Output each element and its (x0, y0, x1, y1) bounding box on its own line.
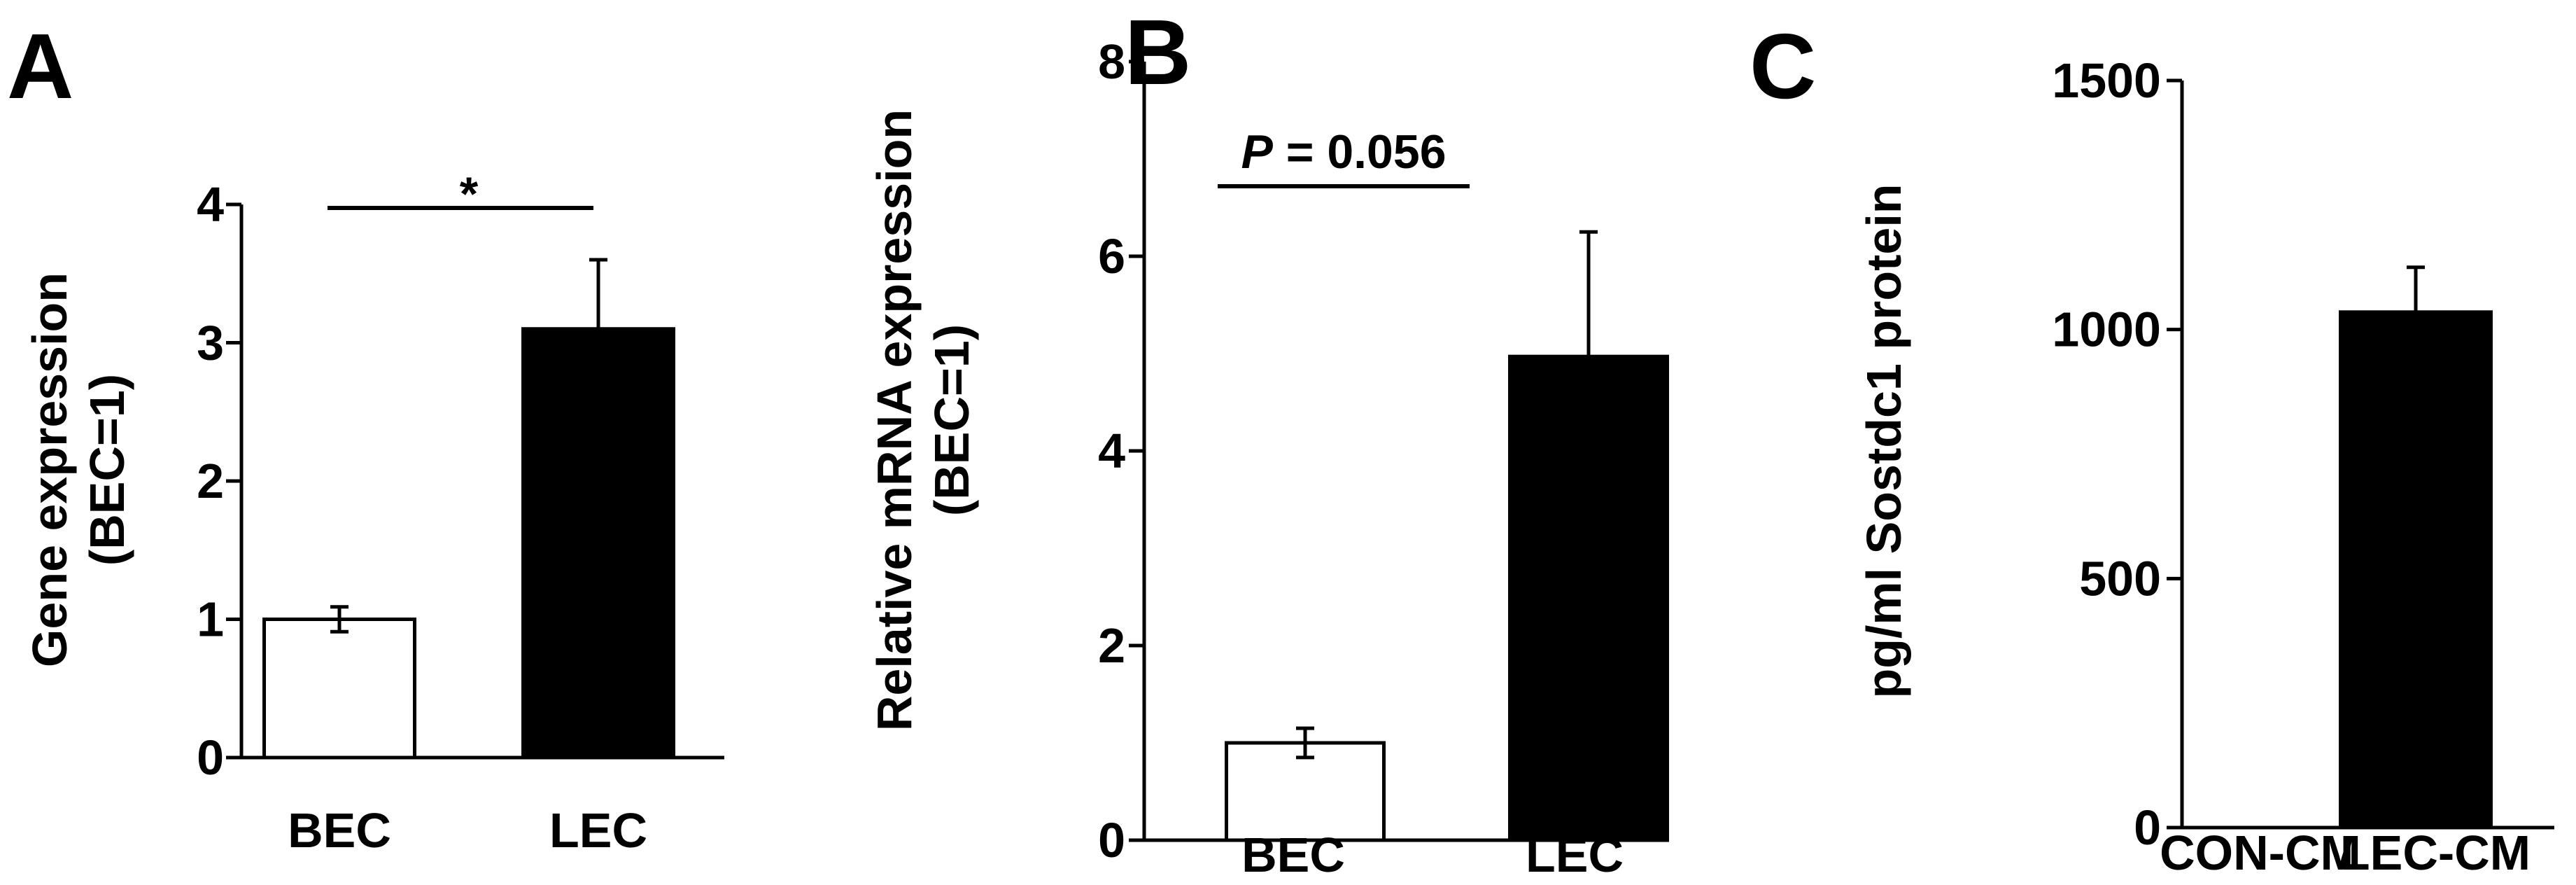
panel-c-bar-lec-cm (2339, 310, 2493, 830)
panel-b-bars: BEC LEC (1225, 230, 1669, 882)
panel-b-y-title-line2: (BEC=1) (924, 324, 979, 516)
panel-c-y-title: pg/ml Sostdc1 protein (1857, 183, 1911, 698)
panel-a-bar-lec (521, 327, 675, 760)
panel-a-x-label-lec: LEC (549, 803, 647, 858)
panel-b-y-tick-label: 6 (1098, 229, 1125, 284)
panel-c-y-title-line1: pg/ml Sostdc1 protein (1857, 183, 1911, 698)
panel-a-letter: A (7, 15, 73, 118)
panel-b-y-tick-label: 8 (1098, 34, 1125, 89)
panel-c-letter: C (1750, 15, 1816, 118)
panel-a-x-label-bec: BEC (288, 803, 391, 858)
panel-a-error-bar-lec (589, 258, 607, 329)
panel-a-y-title-line2: (BEC=1) (80, 374, 134, 566)
panel-c: C pg/ml Sostdc1 protein 0 500 1000 1500 CON… (1750, 15, 2554, 880)
panel-c-error-bar-lec-cm (2407, 265, 2425, 312)
panel-c-axes: 0 500 1000 1500 (2052, 53, 2554, 855)
panel-b-x-label-bec: BEC (1241, 828, 1345, 881)
panel-b-p-number: = 0.056 (1273, 125, 1447, 179)
panel-a-significance-star: * (460, 167, 479, 221)
panel-b-p-value: P = 0.056 (1241, 125, 1446, 179)
panel-a-y-title-line1: Gene expression (22, 272, 77, 667)
panel-b-significance: P = 0.056 (1218, 125, 1470, 188)
panel-a-significance: * (328, 167, 593, 221)
panel-b-x-label-lec: LEC (1526, 828, 1624, 881)
panel-b-y-tick-label: 2 (1098, 618, 1125, 673)
panel-a-y-title: Gene expression (BEC=1) (22, 272, 134, 667)
panel-b-y-title-line1: Relative mRNA expression (867, 109, 922, 731)
panel-a-bars: BEC LEC (262, 258, 675, 858)
panel-b-error-bar-lec (1579, 230, 1598, 357)
panel-b-letter: B (1125, 1, 1191, 104)
panel-b-y-tick-label: 4 (1098, 424, 1125, 478)
panel-a-error-bar-bec (330, 605, 349, 634)
panel-a-y-tick-label: 3 (197, 316, 224, 370)
panel-c-x-label-con-cm: CON-CM (2160, 825, 2361, 880)
panel-c-x-label-lec-cm: LEC-CM (2340, 825, 2531, 880)
panel-a-y-tick-label: 2 (197, 454, 224, 508)
panel-b-y-title: Relative mRNA expression (BEC=1) (867, 109, 979, 731)
panel-b: B Relative mRNA expression (BEC=1) 0 2 4 6 8… (867, 1, 1669, 882)
panel-b-error-bar-bec (1296, 726, 1314, 760)
panel-c-y-tick-label: 1500 (2052, 53, 2161, 108)
panel-a-bar-bec (262, 618, 416, 760)
panel-c-y-tick-label: 1000 (2052, 302, 2161, 357)
panel-a-y-tick-label: 4 (197, 177, 224, 232)
panel-b-y-tick-label: 0 (1098, 813, 1125, 867)
panel-a-y-tick-label: 1 (197, 592, 224, 647)
panel-c-y-tick-label: 500 (2079, 551, 2161, 606)
panel-b-bar-lec (1508, 354, 1669, 842)
panel-a-y-tick-label: 0 (197, 730, 224, 785)
panel-a: A Gene expression (BEC=1) 0 1 2 3 4 BEC LEC * (7, 15, 724, 858)
panel-c-y-tick-label: 0 (2134, 800, 2161, 855)
panel-b-p-symbol: P (1241, 125, 1273, 179)
